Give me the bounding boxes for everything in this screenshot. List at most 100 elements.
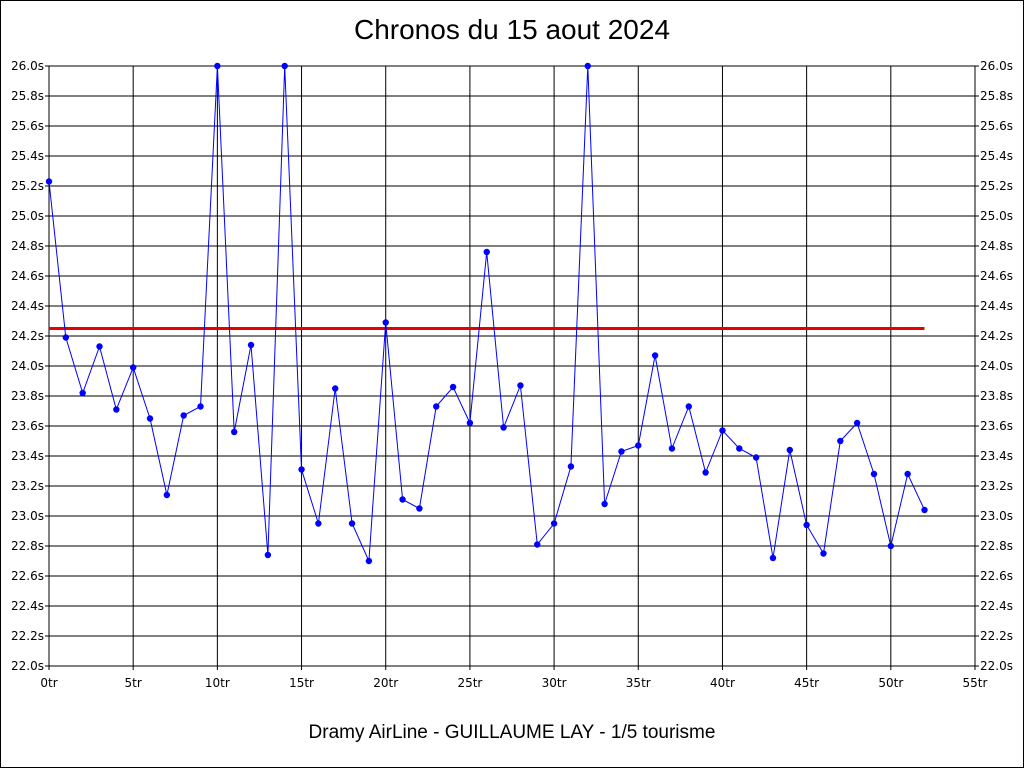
data-point [668,445,676,452]
y-tick-label-left: 22.8s [11,539,44,553]
y-tick-label-right: 23.2s [980,479,1013,493]
data-point [113,406,120,413]
y-tick-label-left: 25.8s [11,89,44,103]
data-point [214,62,221,70]
chart-title: Chronos du 15 aout 2024 [353,14,671,45]
y-tick-label-left: 26.0s [11,59,44,73]
data-point [769,554,777,562]
y-tick-label-left: 25.0s [11,209,44,223]
y-tick-label-right: 25.0s [980,209,1013,223]
data-point [416,505,423,512]
data-point [247,341,255,349]
y-tick-label-right: 23.8s [980,389,1013,403]
data-point [399,496,406,503]
y-tick-label-left: 25.6s [11,119,44,133]
y-tick-label-left: 22.0s [11,659,44,673]
data-point [837,437,844,445]
x-tick-label: 5tr [125,676,142,690]
series-layer [45,62,928,565]
x-axis: 0tr 5tr 10tr 15tr 20tr 25tr 30tr 35tr 40tr 45tr 50… [40,666,988,690]
data-point [651,352,659,359]
data-point [382,319,389,326]
y-tick-label-right: 22.6s [980,569,1013,583]
data-point [853,419,861,427]
y-tick-label-left: 23.8s [11,389,44,403]
x-tick-label: 55tr [963,676,988,690]
data-point [500,424,507,431]
data-point [736,445,743,452]
data-point [264,551,272,559]
data-point [96,343,103,350]
x-tick-label: 10tr [205,676,230,690]
data-point [820,550,827,557]
y-tick-label-right: 24.8s [980,239,1013,253]
data-point [146,415,154,422]
data-point [197,403,204,410]
data-point [904,470,911,478]
y-axis-left: 22.0s 22.2s 22.4s 22.6s 22.8s 23.0s 23.2s 23.4s… [11,59,49,673]
data-point [786,446,793,454]
y-tick-label-left: 22.4s [11,599,44,613]
y-tick-label-right: 22.8s [980,539,1013,553]
data-point [298,466,305,473]
data-point [79,389,86,397]
x-tick-label: 35tr [626,676,651,690]
x-tick-label: 40tr [710,676,735,690]
y-tick-label-right: 22.4s [980,599,1013,613]
y-tick-label-right: 25.2s [980,179,1013,193]
chart-footer: Dramy AirLine - GUILLAUME LAY - 1/5 tour… [308,722,716,743]
data-point [332,385,339,392]
y-tick-label-left: 24.8s [11,239,44,253]
data-point [433,403,440,410]
y-tick-label-right: 23.0s [980,509,1013,523]
data-point [618,448,625,455]
y-tick-label-right: 26.0s [980,59,1013,73]
data-point [803,521,810,529]
y-tick-label-right: 25.6s [980,119,1013,133]
data-point [601,500,608,508]
data-point [752,454,760,461]
y-tick-label-left: 23.6s [11,419,44,433]
data-point [517,382,524,389]
y-tick-label-left: 24.2s [11,329,44,343]
data-point [129,364,137,371]
data-point [719,427,726,434]
y-tick-label-left: 24.6s [11,269,44,283]
data-point [567,463,575,470]
x-tick-label: 15tr [289,676,314,690]
y-tick-label-right: 23.6s [980,419,1013,433]
y-tick-label-right: 24.4s [980,299,1013,313]
x-tick-label: 45tr [794,676,819,690]
data-point [348,520,356,527]
y-tick-label-left: 25.2s [11,179,44,193]
y-tick-label-right: 23.4s [980,449,1013,463]
y-tick-label-right: 25.8s [980,89,1013,103]
y-tick-label-right: 22.2s [980,629,1013,643]
y-tick-label-left: 24.0s [11,359,44,373]
y-tick-label-left: 23.4s [11,449,44,463]
x-tick-label: 0tr [40,676,57,690]
x-tick-label: 25tr [457,676,482,690]
data-point [870,470,878,478]
grid-lines [49,66,975,666]
data-point [483,248,490,256]
data-point [449,383,457,391]
data-point [163,491,171,499]
y-tick-label-right: 25.4s [980,149,1013,163]
y-tick-label-left: 24.4s [11,299,44,313]
y-tick-label-right: 24.0s [980,359,1013,373]
data-point [231,428,238,436]
data-point [702,469,709,476]
y-tick-label-left: 22.2s [11,629,44,643]
data-point [550,520,558,527]
data-point [921,506,928,514]
data-point [534,541,541,548]
y-axis-right: 22.0s 22.2s 22.4s 22.6s 22.8s 23.0s 23.2s 23.4s… [975,59,1013,673]
data-point [62,334,70,341]
y-tick-label-right: 24.2s [980,329,1013,343]
data-point [584,62,591,70]
data-point [635,442,642,449]
y-tick-label-left: 23.2s [11,479,44,493]
data-point [685,403,692,410]
